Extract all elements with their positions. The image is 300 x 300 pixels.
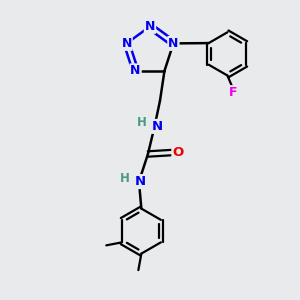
- Text: H: H: [120, 172, 130, 185]
- Text: N: N: [135, 175, 146, 188]
- Text: N: N: [122, 37, 132, 50]
- Text: F: F: [229, 86, 238, 99]
- Text: O: O: [172, 146, 184, 159]
- Text: N: N: [152, 120, 163, 133]
- Text: N: N: [168, 37, 178, 50]
- Text: H: H: [137, 116, 147, 129]
- Text: N: N: [130, 64, 141, 77]
- Text: N: N: [145, 20, 155, 33]
